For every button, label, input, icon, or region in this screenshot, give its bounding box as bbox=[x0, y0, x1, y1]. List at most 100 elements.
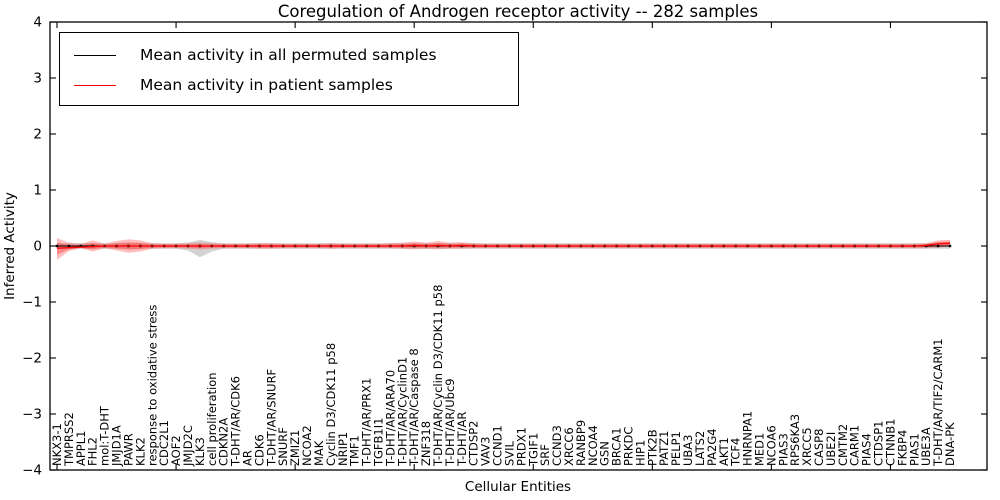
x-axis-label: Cellular Entities bbox=[464, 479, 572, 495]
permuted-marker bbox=[67, 244, 71, 248]
x-tick-label: CARM1 bbox=[848, 425, 862, 466]
x-tick-label: cell proliferation bbox=[205, 372, 219, 466]
x-tick-label: AR bbox=[241, 450, 255, 466]
x-tick-label: APPL1 bbox=[74, 431, 88, 466]
x-tick-label: PRKDC bbox=[622, 427, 636, 466]
x-tick-label: FHL2 bbox=[86, 437, 100, 466]
x-tick-label: T-DHT/AR/CDK6 bbox=[229, 376, 243, 467]
patient-mean-line bbox=[56, 242, 951, 249]
x-tick-label: LATS2 bbox=[693, 431, 707, 466]
y-tick-label: −3 bbox=[22, 407, 42, 423]
x-tick-label: PRDX1 bbox=[514, 427, 528, 466]
x-tick-label: NCOA2 bbox=[300, 425, 314, 466]
y-axis-label: Inferred Activity bbox=[2, 192, 18, 300]
x-tick-label: TMF1 bbox=[348, 435, 362, 467]
legend-entry-permuted: Mean activity in all permuted samples bbox=[74, 40, 518, 70]
y-tick-label: 1 bbox=[33, 183, 42, 199]
x-tick-label: PIAS4 bbox=[860, 433, 874, 466]
x-tick-label: ZMIZ1 bbox=[288, 430, 302, 466]
legend-label-permuted: Mean activity in all permuted samples bbox=[140, 46, 437, 64]
x-tick-label: T-DHT/AR/TIF2/CARM1 bbox=[931, 338, 945, 467]
axis-ticks bbox=[50, 21, 987, 471]
x-tick-label: JMJD1A bbox=[110, 425, 124, 467]
x-tick-label: TMPRSS2 bbox=[62, 412, 76, 467]
legend-label-patient: Mean activity in patient samples bbox=[140, 76, 393, 94]
x-tick-label: response to oxidative stress bbox=[145, 305, 159, 466]
x-tick-label: XRCC6 bbox=[562, 427, 576, 466]
x-tick-label: PAWR bbox=[121, 433, 135, 466]
x-tick-label: UBE2I bbox=[824, 432, 838, 466]
x-tick-label: TGFB1I1 bbox=[371, 418, 385, 467]
x-tick-label: CTDSP1 bbox=[872, 421, 886, 466]
x-tick-label: FKBP4 bbox=[895, 430, 909, 466]
x-tick-label: NRIP1 bbox=[336, 432, 350, 466]
x-tick-label: MAK bbox=[312, 440, 326, 466]
x-tick-label: JMJD2C bbox=[181, 425, 195, 467]
x-tick-label: KLK2 bbox=[133, 437, 147, 466]
x-tick-label: T-DHT/AR/SNURF bbox=[264, 369, 278, 467]
permuted-marker bbox=[936, 244, 940, 248]
x-tick-label: T-DHT/AR/ARA70 bbox=[383, 370, 397, 467]
x-tick-label: SNURF bbox=[276, 427, 290, 466]
x-tick-label: PIAS1 bbox=[907, 433, 921, 466]
y-tick-label: 4 bbox=[33, 15, 42, 31]
x-tick-label: CDKN2A bbox=[217, 418, 231, 466]
y-tick-label: 0 bbox=[33, 239, 42, 255]
y-tick-label: 3 bbox=[33, 71, 42, 87]
y-tick-label: −1 bbox=[22, 295, 42, 311]
x-tick-label: NKX3-1 bbox=[50, 423, 64, 466]
x-tick-label: MED1 bbox=[752, 433, 766, 466]
x-tick-label: AKT1 bbox=[717, 437, 731, 466]
y-tick-label: −2 bbox=[22, 351, 42, 367]
chart-title: Coregulation of Androgen receptor activi… bbox=[277, 2, 759, 21]
x-tick-label: XRCC5 bbox=[800, 427, 814, 466]
legend-entry-patient: Mean activity in patient samples bbox=[74, 70, 518, 100]
legend: Mean activity in all permuted samples Me… bbox=[59, 32, 519, 106]
patient-line-swatch bbox=[74, 84, 116, 86]
x-tick-label: GSN bbox=[598, 441, 612, 466]
x-tick-label: KLK3 bbox=[193, 437, 207, 466]
x-tick-label: T-DHT/AR/CyclinD1 bbox=[395, 357, 409, 467]
x-tick-label: HIP1 bbox=[633, 440, 647, 466]
x-tick-label: mol:T-DHT bbox=[98, 405, 112, 466]
x-tick-label: Cyclin D3/CDK11 p58 bbox=[324, 343, 338, 466]
x-tick-label: TCF4 bbox=[729, 438, 743, 467]
x-tick-label: CDK6 bbox=[252, 434, 266, 466]
permuted-line-swatch bbox=[74, 54, 116, 56]
x-tick-label: TGIF1 bbox=[526, 433, 540, 467]
x-tick-label: T-DHT/AR bbox=[455, 412, 469, 467]
permuted-band bbox=[57, 239, 950, 258]
x-tick-label: PTK2B bbox=[645, 429, 659, 466]
patient-band-inner bbox=[57, 241, 950, 255]
permuted-marker bbox=[948, 244, 952, 248]
x-tick-label: ZNF318 bbox=[419, 421, 433, 466]
x-tick-label: CTDSP2 bbox=[467, 421, 481, 466]
x-tick-label: T-DHT/AR/PRX1 bbox=[360, 378, 374, 467]
x-tick-label: AOF2 bbox=[169, 435, 183, 466]
x-tick-label: PIAS3 bbox=[776, 433, 790, 466]
x-tick-label: PA2G4 bbox=[705, 428, 719, 466]
x-tick-label: RPS6KA3 bbox=[788, 414, 802, 466]
x-tick-label: T-DHT/AR/Ubc9 bbox=[443, 378, 457, 467]
permuted-marker bbox=[79, 244, 83, 248]
x-tick-label: NCOA4 bbox=[586, 425, 600, 466]
x-tick-label: UBE3A bbox=[919, 427, 933, 466]
x-tick-label: BRCA1 bbox=[610, 427, 624, 466]
x-tick-label: T-DHT/AR/Caspase 8 bbox=[407, 348, 421, 467]
x-tick-label: SRF bbox=[538, 444, 552, 466]
y-tick-label: 2 bbox=[33, 127, 42, 143]
x-tick-label: CASP8 bbox=[812, 429, 826, 466]
x-tick-label: PATZ1 bbox=[657, 431, 671, 466]
x-tick-label: UBA3 bbox=[681, 435, 695, 467]
x-tick-label: SVIL bbox=[502, 440, 516, 466]
x-tick-label: VAV3 bbox=[479, 437, 493, 466]
x-tick-label: T-DHT/AR/Cyclin D3/CDK11 p58 bbox=[431, 285, 445, 467]
x-tick-label: DNA-PK bbox=[943, 422, 957, 466]
x-tick-label: CMTM2 bbox=[836, 424, 850, 466]
permuted-marker bbox=[55, 244, 59, 248]
x-tick-label: RANBP9 bbox=[574, 420, 588, 466]
x-tick-label: NCOA6 bbox=[764, 425, 778, 466]
y-tick-label: −4 bbox=[22, 463, 42, 479]
